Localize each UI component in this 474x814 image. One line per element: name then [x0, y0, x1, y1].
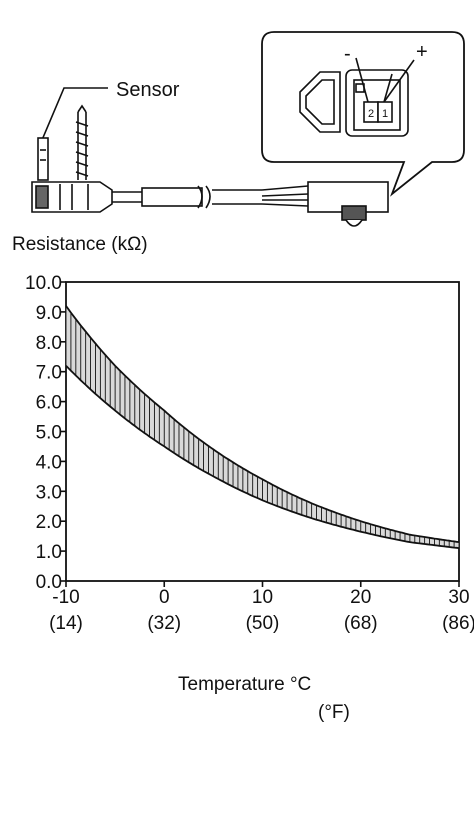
x-tick-label-fahrenheit: (14) — [49, 613, 83, 634]
connector-face — [299, 57, 415, 137]
x-axis-title-fahrenheit: (°F) — [318, 702, 350, 723]
x-tick-label-celsius: -10 — [52, 587, 79, 608]
x-tick-label-celsius: 10 — [252, 587, 273, 608]
sensor-label: Sensor — [116, 79, 180, 101]
mounting-bolt — [75, 104, 89, 180]
x-tick-label-celsius: 0 — [159, 587, 170, 608]
y-tick-label: 6.0 — [36, 393, 62, 414]
y-tick-label: 4.0 — [36, 452, 62, 473]
resistance-lower-limit-line — [65, 365, 460, 549]
x-tick-label-celsius: 20 — [350, 587, 371, 608]
y-tick-label: 0.0 — [36, 572, 62, 593]
x-tick-label-fahrenheit: (32) — [147, 613, 181, 634]
polarity-plus-label: + — [416, 41, 428, 63]
x-axis-title-celsius: Temperature °C — [178, 674, 311, 695]
sensor-cable — [112, 185, 309, 209]
sensor-leader-line — [41, 87, 108, 141]
harness-connector — [307, 181, 389, 227]
y-tick-label: 5.0 — [36, 423, 62, 444]
connector-pin-1-label: 1 — [382, 108, 388, 120]
y-tick-label: 3.0 — [36, 482, 62, 503]
tolerance-band-fill — [66, 305, 459, 549]
sensor-illustration — [31, 31, 465, 227]
y-tick-label: 9.0 — [36, 303, 62, 324]
y-tick-label: 10.0 — [25, 273, 62, 294]
x-tick-label-celsius: 30 — [448, 587, 469, 608]
x-tick-label-fahrenheit: (50) — [246, 613, 280, 634]
resistance-chart: 0.0 1.0 2.0 3.0 4.0 5.0 6.0 7.0 8.0 9.0 10.0 -10 (14… — [25, 273, 474, 634]
y-axis-title: Resistance (kΩ) — [12, 234, 148, 255]
resistance-upper-limit-line — [65, 305, 460, 543]
x-tick-label-fahrenheit: (86) — [442, 613, 474, 634]
connector-pin-2-label: 2 — [368, 108, 374, 120]
y-tick-label: 8.0 — [36, 333, 62, 354]
y-tick-label: 7.0 — [36, 363, 62, 384]
y-tick-label: 1.0 — [36, 542, 62, 563]
polarity-minus-label: - — [344, 43, 351, 65]
x-tick-label-fahrenheit: (68) — [344, 613, 378, 634]
y-tick-label: 2.0 — [36, 512, 62, 533]
sensor-probe — [37, 137, 49, 181]
